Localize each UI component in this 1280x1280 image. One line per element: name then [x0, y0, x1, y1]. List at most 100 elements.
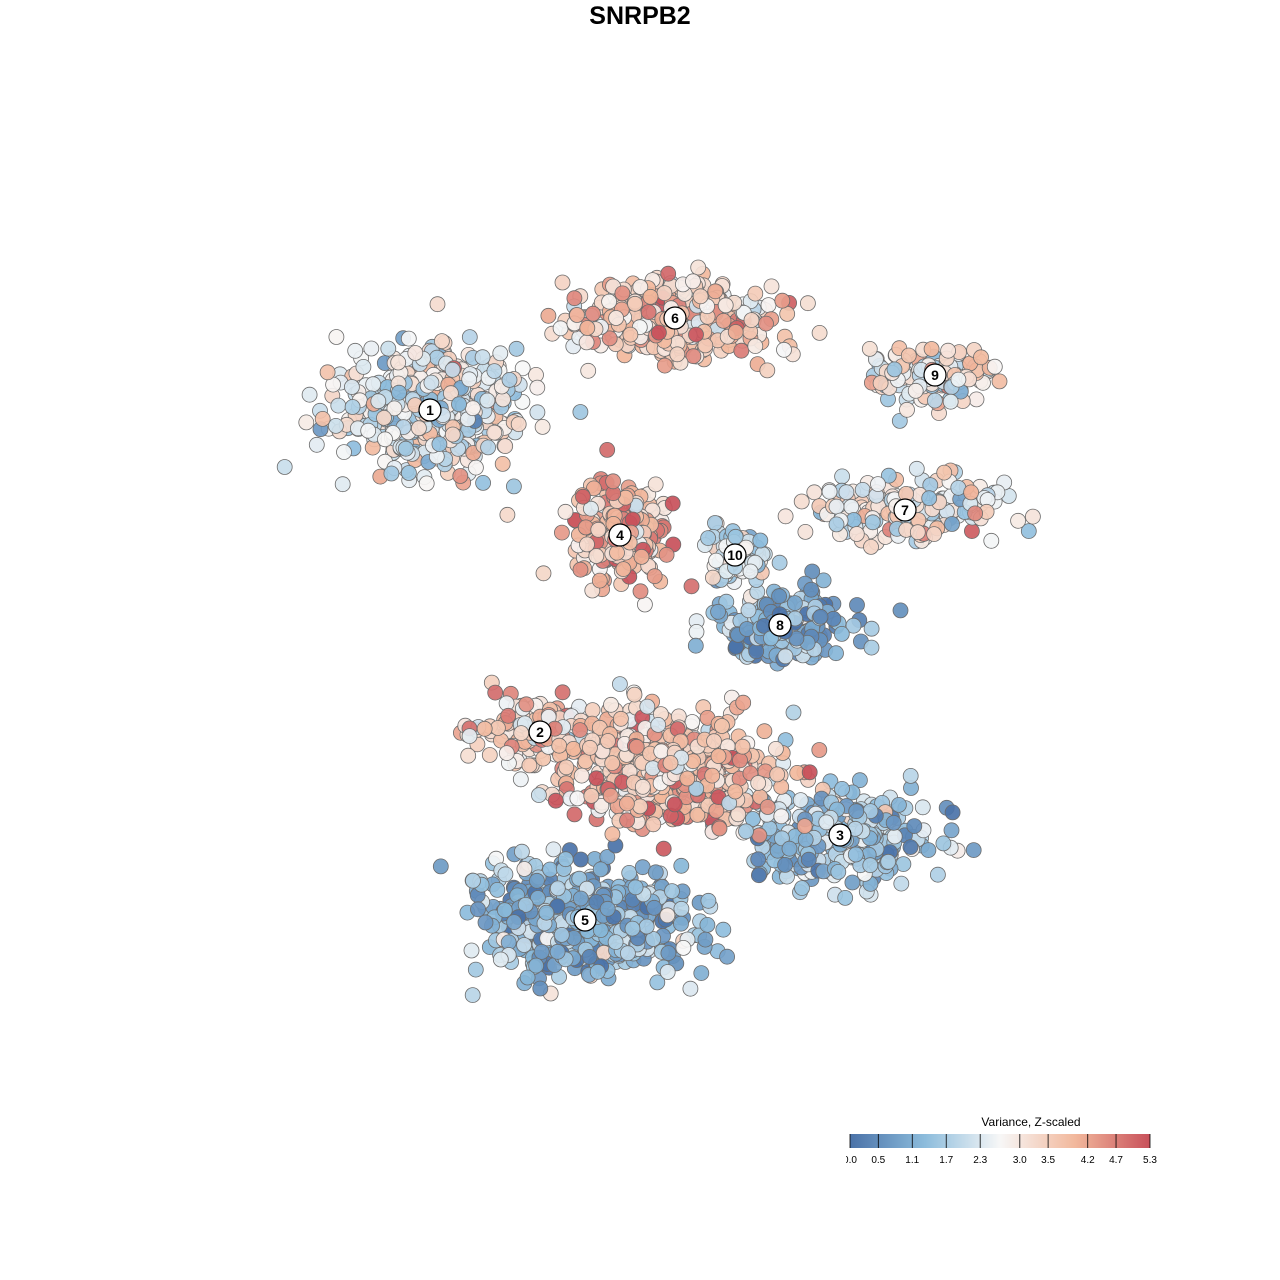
data-point: [464, 987, 481, 1003]
data-point: [609, 544, 625, 561]
data-point: [334, 476, 351, 493]
data-point: [588, 770, 605, 787]
data-point: [733, 342, 750, 359]
data-point: [569, 307, 585, 323]
data-point: [516, 937, 532, 953]
data-point: [489, 720, 506, 736]
data-point: [683, 578, 700, 595]
data-point: [508, 340, 525, 357]
data-point: [600, 733, 616, 749]
legend-title: Variance, Z-scaled: [981, 1115, 1081, 1129]
data-point: [531, 787, 547, 803]
data-point: [797, 524, 814, 540]
data-point: [965, 842, 982, 858]
data-point: [634, 778, 651, 795]
data-point: [704, 767, 721, 784]
data-point: [793, 493, 810, 510]
data-point: [538, 904, 555, 921]
data-point: [433, 333, 450, 350]
data-point: [964, 523, 980, 539]
data-point: [638, 918, 655, 935]
data-point: [682, 980, 699, 997]
data-point: [627, 879, 644, 896]
data-point: [532, 980, 549, 997]
data-point: [622, 326, 639, 343]
data-point: [628, 738, 645, 755]
data-point: [907, 382, 924, 399]
data-point: [477, 914, 494, 931]
data-point: [645, 816, 662, 833]
data-point: [599, 900, 616, 917]
data-point: [497, 438, 514, 455]
data-point: [669, 346, 686, 363]
data-point: [517, 897, 534, 913]
data-point: [688, 624, 705, 640]
data-point: [800, 295, 816, 312]
data-point: [566, 290, 583, 307]
data-point: [863, 639, 880, 656]
data-point: [529, 872, 545, 889]
data-point: [986, 358, 1003, 375]
data-point: [501, 371, 518, 388]
data-point: [360, 422, 377, 439]
cluster-label-text: 9: [931, 367, 939, 383]
data-point: [833, 626, 850, 642]
data-point: [494, 455, 511, 472]
data-point: [298, 414, 315, 431]
cluster-label-text: 3: [836, 827, 844, 843]
data-point: [452, 468, 469, 484]
data-point: [794, 880, 810, 896]
data-point: [768, 741, 784, 757]
data-point: [845, 512, 862, 528]
data-point: [1025, 508, 1041, 525]
data-point: [480, 439, 497, 456]
data-point: [547, 792, 564, 809]
data-point: [834, 468, 850, 485]
data-point: [400, 330, 417, 347]
cluster-label-10: 10: [723, 543, 747, 567]
data-point: [461, 329, 478, 346]
data-point: [613, 710, 629, 727]
data-point: [467, 961, 484, 978]
data-point: [552, 320, 569, 337]
data-point: [847, 846, 864, 863]
data-point: [792, 792, 809, 808]
data-point: [656, 285, 673, 302]
data-point: [513, 725, 530, 741]
data-point: [603, 696, 619, 713]
data-point: [602, 787, 619, 804]
data-point: [407, 345, 424, 361]
data-point: [769, 766, 786, 783]
data-point: [738, 823, 754, 840]
data-point: [935, 835, 952, 852]
data-point: [604, 755, 621, 771]
data-point: [863, 620, 880, 637]
data-point: [474, 349, 491, 366]
data-point: [872, 375, 889, 392]
data-point: [608, 310, 624, 326]
data-point: [693, 965, 710, 981]
legend-colorbar: 0.0 0.5 1.1 1.7 2.3 3.0 3.5 4.2 4.7 5.3: [846, 1134, 1157, 1166]
data-point: [699, 917, 716, 933]
data-point: [923, 341, 940, 357]
data-point: [812, 608, 829, 625]
data-point: [828, 516, 845, 533]
data-point: [572, 890, 589, 907]
data-point: [632, 583, 649, 600]
data-point: [327, 417, 344, 434]
data-point: [719, 948, 735, 965]
data-point: [886, 361, 903, 378]
data-point: [830, 864, 847, 880]
data-point: [864, 514, 881, 531]
data-point: [390, 354, 407, 371]
data-point: [582, 739, 598, 756]
data-point: [756, 723, 773, 740]
data-point: [739, 621, 755, 637]
data-point: [930, 866, 946, 883]
data-point: [276, 459, 293, 475]
data-point: [516, 861, 533, 877]
data-point: [647, 476, 664, 493]
data-point: [336, 444, 352, 461]
data-point: [319, 364, 336, 381]
data-point: [740, 602, 757, 619]
